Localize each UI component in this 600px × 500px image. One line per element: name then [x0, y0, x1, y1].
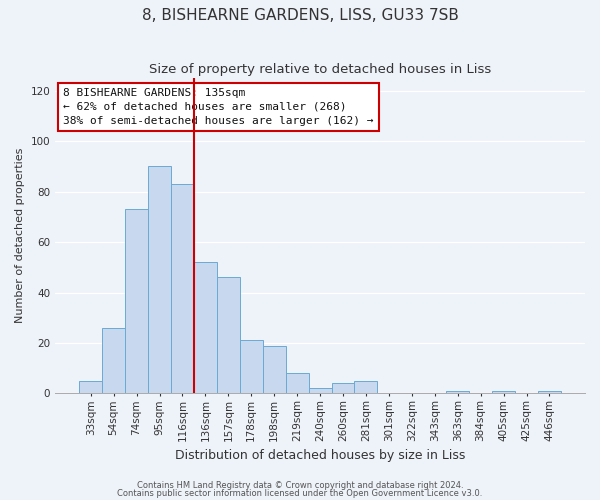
Bar: [79, 381, 102, 394]
Bar: [492, 391, 515, 394]
Bar: [446, 391, 469, 394]
Bar: [263, 346, 286, 394]
Bar: [538, 391, 561, 394]
Bar: [148, 166, 171, 394]
Y-axis label: Number of detached properties: Number of detached properties: [15, 148, 25, 324]
Bar: [240, 340, 263, 394]
Text: Contains public sector information licensed under the Open Government Licence v3: Contains public sector information licen…: [118, 489, 482, 498]
Title: Size of property relative to detached houses in Liss: Size of property relative to detached ho…: [149, 62, 491, 76]
Bar: [125, 210, 148, 394]
Text: 8 BISHEARNE GARDENS: 135sqm
← 62% of detached houses are smaller (268)
38% of se: 8 BISHEARNE GARDENS: 135sqm ← 62% of det…: [63, 88, 374, 126]
Bar: [102, 328, 125, 394]
Bar: [171, 184, 194, 394]
Text: Contains HM Land Registry data © Crown copyright and database right 2024.: Contains HM Land Registry data © Crown c…: [137, 480, 463, 490]
Bar: [217, 278, 240, 394]
Bar: [308, 388, 332, 394]
Text: 8, BISHEARNE GARDENS, LISS, GU33 7SB: 8, BISHEARNE GARDENS, LISS, GU33 7SB: [142, 8, 458, 22]
Bar: [286, 374, 308, 394]
X-axis label: Distribution of detached houses by size in Liss: Distribution of detached houses by size …: [175, 450, 465, 462]
Bar: [355, 381, 377, 394]
Bar: [332, 384, 355, 394]
Bar: [194, 262, 217, 394]
